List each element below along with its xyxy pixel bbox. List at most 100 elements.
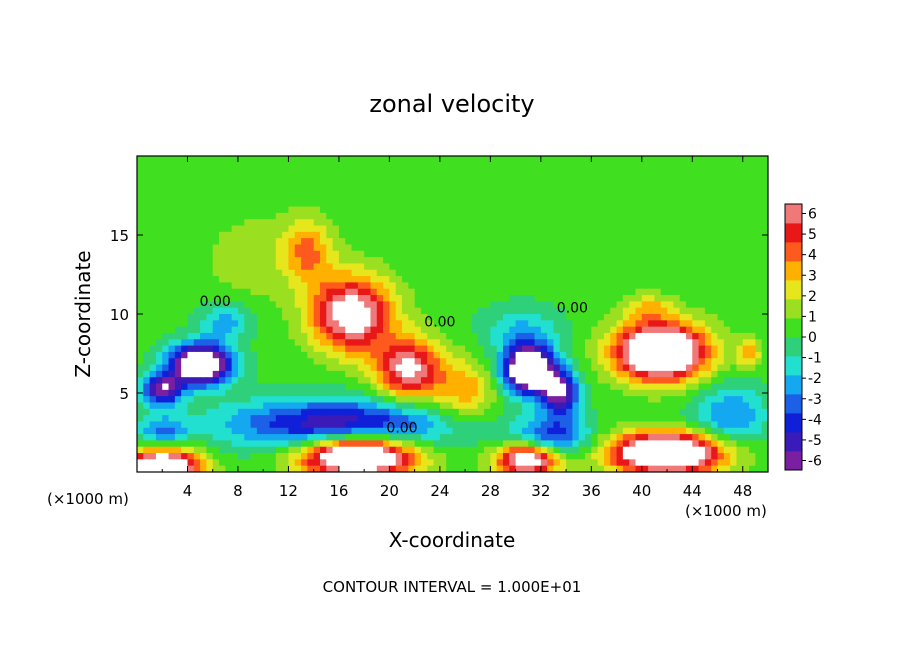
field-cell — [357, 339, 365, 347]
field-cell — [559, 364, 567, 372]
field-cell — [749, 332, 756, 340]
field-cell — [225, 307, 233, 315]
field-cell — [534, 358, 542, 366]
field-cell — [383, 446, 390, 454]
field-cell — [319, 193, 327, 201]
field-cell — [193, 307, 201, 315]
field-cell — [616, 219, 624, 227]
field-cell — [225, 187, 233, 195]
field-cell — [755, 168, 763, 176]
field-cell — [730, 244, 738, 252]
field-cell — [553, 370, 561, 378]
field-cell — [395, 276, 403, 283]
field-cell — [313, 276, 321, 283]
field-cell — [559, 174, 567, 182]
field-cell — [660, 250, 668, 258]
field-cell — [471, 453, 479, 460]
field-cell — [351, 181, 359, 189]
field-cell — [490, 314, 498, 321]
field-cell — [528, 358, 536, 366]
field-cell — [742, 200, 750, 208]
field-cell — [414, 301, 422, 309]
field-cell — [566, 459, 573, 467]
field-cell — [301, 465, 308, 472]
field-cell — [250, 288, 258, 296]
field-cell — [376, 219, 384, 227]
field-cell — [427, 446, 435, 454]
field-cell — [730, 332, 738, 340]
field-cell — [433, 250, 441, 258]
field-cell — [200, 269, 208, 277]
field-cell — [168, 434, 176, 441]
field-cell — [572, 269, 580, 277]
field-cell — [326, 415, 334, 423]
field-cell — [667, 244, 674, 252]
field-cell — [326, 295, 334, 302]
field-cell — [736, 307, 744, 315]
field-cell — [534, 238, 542, 246]
field-cell — [288, 465, 296, 472]
field-cell — [591, 421, 599, 429]
field-cell — [420, 187, 428, 195]
field-cell — [345, 288, 353, 296]
field-cell — [692, 295, 700, 302]
field-cell — [547, 250, 555, 258]
field-cell — [294, 465, 302, 472]
field-cell — [395, 377, 403, 385]
field-cell — [547, 231, 555, 239]
field-cell — [755, 238, 763, 246]
field-cell — [187, 396, 195, 404]
field-cell — [591, 257, 599, 265]
field-cell — [301, 314, 308, 321]
field-cell — [351, 168, 359, 176]
field-cell — [547, 402, 555, 410]
field-cell — [357, 219, 365, 227]
field-cell — [181, 238, 189, 246]
field-cell — [704, 219, 712, 227]
field-cell — [496, 459, 504, 467]
field-cell — [730, 320, 738, 328]
field-cell — [749, 427, 756, 435]
field-cell — [496, 408, 504, 416]
field-cell — [673, 427, 681, 435]
field-cell — [212, 402, 220, 410]
field-cell — [496, 244, 504, 252]
field-cell — [162, 231, 170, 239]
field-cell — [313, 162, 321, 170]
field-cell — [288, 269, 296, 277]
field-cell — [616, 187, 624, 195]
field-cell — [408, 421, 416, 429]
field-cell — [622, 453, 630, 460]
field-cell — [313, 408, 321, 416]
field-cell — [578, 181, 586, 189]
field-cell — [465, 389, 473, 397]
field-cell — [269, 421, 277, 429]
field-cell — [383, 244, 390, 252]
field-cell — [755, 434, 763, 441]
field-cell — [231, 244, 239, 252]
field-cell — [692, 415, 700, 423]
field-cell — [313, 288, 321, 296]
field-cell — [206, 250, 214, 258]
field-cell — [458, 238, 466, 246]
field-cell — [477, 263, 485, 271]
field-cell — [553, 257, 561, 265]
field-cell — [698, 314, 706, 321]
field-cell — [660, 231, 668, 239]
field-cell — [704, 244, 712, 252]
field-cell — [332, 288, 340, 296]
field-cell — [433, 453, 441, 460]
field-cell — [673, 168, 681, 176]
field-cell — [168, 440, 176, 448]
field-cell — [364, 269, 372, 277]
field-cell — [149, 212, 157, 220]
field-cell — [357, 389, 365, 397]
field-cell — [231, 250, 239, 258]
field-cell — [749, 421, 756, 429]
field-cell — [698, 440, 706, 448]
field-cell — [351, 377, 359, 385]
field-cell — [547, 200, 555, 208]
field-cell — [237, 408, 245, 416]
field-cell — [143, 339, 151, 347]
field-cell — [547, 389, 555, 397]
